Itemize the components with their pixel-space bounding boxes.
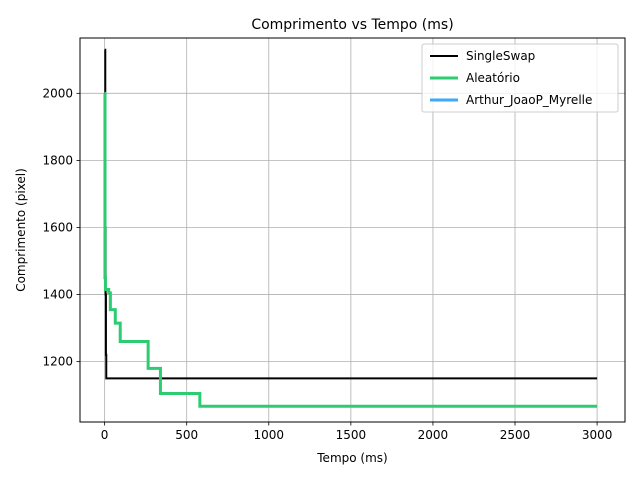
series-line-aleat-rio — [103, 91, 598, 408]
y-axis-ticks: 1200 1400 1600 1800 2000 — [42, 86, 80, 369]
x-axis-label: Tempo (ms) — [316, 451, 387, 465]
y-tick-label: 1800 — [42, 153, 73, 167]
x-tick-label: 0 — [101, 428, 109, 442]
y-tick-label: 1200 — [42, 355, 73, 369]
series-layer — [103, 48, 598, 408]
chart-title: Comprimento vs Tempo (ms) — [251, 17, 453, 33]
x-tick-label: 3000 — [582, 428, 613, 442]
y-axis-label: Comprimento (pixel) — [14, 168, 28, 292]
legend-box — [421, 43, 619, 113]
grid — [80, 38, 625, 422]
x-tick-label: 2000 — [418, 428, 449, 442]
y-tick-label: 1400 — [42, 288, 73, 302]
legend-label: Aleatório — [466, 71, 520, 85]
legend-label: Arthur_JoaoP_Myrelle — [466, 93, 592, 107]
y-tick-label: 2000 — [42, 86, 73, 100]
x-tick-label: 2500 — [500, 428, 531, 442]
plot-frame — [79, 37, 626, 423]
x-tick-label: 1500 — [336, 428, 367, 442]
x-tick-label: 500 — [175, 428, 198, 442]
x-axis-ticks: 0 500 1000 1500 2000 2500 3000 — [101, 422, 613, 442]
y-tick-label: 1600 — [42, 220, 73, 234]
x-tick-label: 1000 — [254, 428, 285, 442]
legend: SingleSwap Aleatório Arthur_JoaoP_Myrelle — [421, 43, 619, 113]
legend-label: SingleSwap — [466, 49, 535, 63]
